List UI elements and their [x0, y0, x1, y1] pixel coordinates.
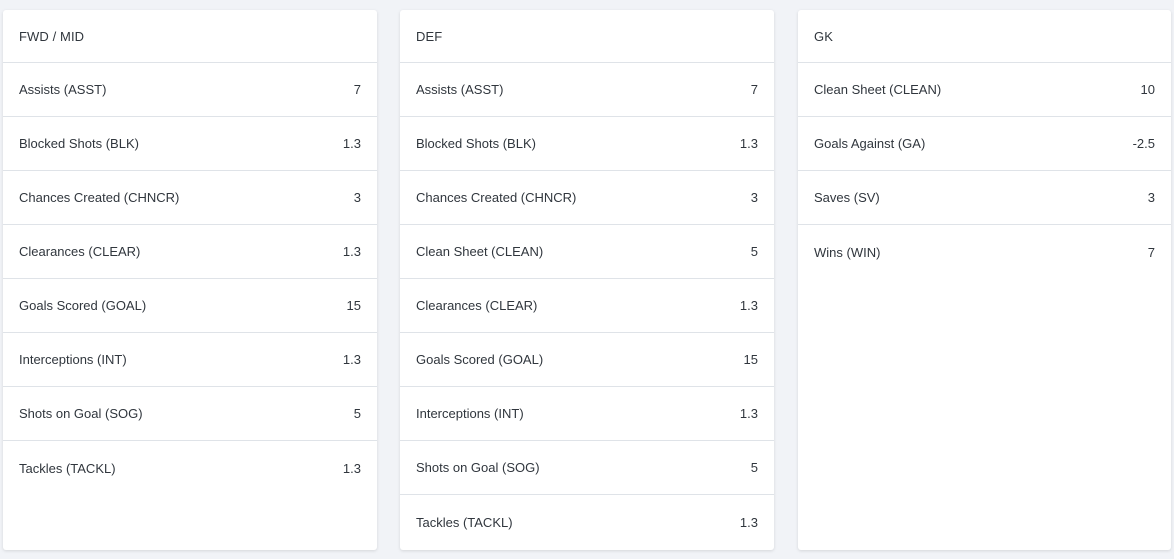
stat-row: Clearances (CLEAR) 1.3 — [400, 279, 774, 333]
stat-label: Clean Sheet (CLEAN) — [416, 244, 544, 259]
stat-value: 1.3 — [342, 244, 361, 259]
stat-label: Goals Scored (GOAL) — [416, 352, 544, 367]
panel-def: DEF Assists (ASST) 7 Blocked Shots (BLK)… — [400, 10, 774, 550]
stat-value: -2.5 — [1132, 136, 1155, 151]
panel-title: FWD / MID — [19, 28, 85, 44]
stat-value: 5 — [353, 406, 361, 421]
stat-row: Blocked Shots (BLK) 1.3 — [3, 117, 377, 171]
stat-label: Wins (WIN) — [814, 244, 881, 260]
stat-row: Interceptions (INT) 1.3 — [3, 333, 377, 387]
stat-row: Goals Against (GA) -2.5 — [798, 117, 1171, 171]
stat-label: Saves (SV) — [814, 190, 880, 205]
stat-label: Clean Sheet (CLEAN) — [814, 82, 942, 97]
stat-label: Shots on Goal (SOG) — [416, 460, 540, 475]
stat-label: Clearances (CLEAR) — [416, 298, 538, 313]
stat-label: Tackles (TACKL) — [19, 460, 116, 476]
stat-row: Shots on Goal (SOG) 5 — [3, 387, 377, 441]
stat-value: 1.3 — [739, 406, 758, 421]
stat-label: Assists (ASST) — [19, 82, 107, 97]
stat-value: 1.3 — [739, 136, 758, 151]
stat-label: Goals Scored (GOAL) — [19, 298, 147, 313]
stat-value: 15 — [743, 352, 758, 367]
stat-value: 1.3 — [342, 136, 361, 151]
stat-list: Clean Sheet (CLEAN) 10 Goals Against (GA… — [798, 63, 1171, 279]
stat-label: Interceptions (INT) — [19, 352, 127, 367]
stat-label: Tackles (TACKL) — [416, 514, 513, 530]
stat-value: 15 — [346, 298, 361, 313]
scoring-panels: FWD / MID Assists (ASST) 7 Blocked Shots… — [3, 10, 1171, 550]
stat-value: 7 — [750, 82, 758, 97]
stat-row: Assists (ASST) 7 — [3, 63, 377, 117]
stat-label: Assists (ASST) — [416, 82, 504, 97]
stat-value: 1.3 — [739, 298, 758, 313]
stat-value: 3 — [750, 190, 758, 205]
stat-label: Blocked Shots (BLK) — [416, 136, 536, 151]
stat-row: Tackles (TACKL) 1.3 — [400, 495, 774, 549]
stat-row: Goals Scored (GOAL) 15 — [400, 333, 774, 387]
panel-header: FWD / MID — [3, 10, 377, 63]
stat-label: Blocked Shots (BLK) — [19, 136, 139, 151]
stat-value: 7 — [353, 82, 361, 97]
stat-value: 3 — [353, 190, 361, 205]
stat-value: 5 — [750, 244, 758, 259]
stat-value: 10 — [1140, 82, 1155, 97]
stat-label: Shots on Goal (SOG) — [19, 406, 143, 421]
stat-row: Assists (ASST) 7 — [400, 63, 774, 117]
stat-list: Assists (ASST) 7 Blocked Shots (BLK) 1.3… — [3, 63, 377, 495]
panel-fwd-mid: FWD / MID Assists (ASST) 7 Blocked Shots… — [3, 10, 377, 550]
stat-row: Clean Sheet (CLEAN) 10 — [798, 63, 1171, 117]
stat-row: Blocked Shots (BLK) 1.3 — [400, 117, 774, 171]
stat-list: Assists (ASST) 7 Blocked Shots (BLK) 1.3… — [400, 63, 774, 549]
stat-value: 1.3 — [739, 514, 758, 530]
stat-row: Clearances (CLEAR) 1.3 — [3, 225, 377, 279]
stat-value: 1.3 — [342, 352, 361, 367]
stat-value: 5 — [750, 460, 758, 475]
stat-row: Chances Created (CHNCR) 3 — [400, 171, 774, 225]
stat-row: Shots on Goal (SOG) 5 — [400, 441, 774, 495]
stat-row: Tackles (TACKL) 1.3 — [3, 441, 377, 495]
panel-header: GK — [798, 10, 1171, 63]
stat-row: Wins (WIN) 7 — [798, 225, 1171, 279]
stat-row: Saves (SV) 3 — [798, 171, 1171, 225]
stat-value: 1.3 — [342, 460, 361, 476]
stat-row: Clean Sheet (CLEAN) 5 — [400, 225, 774, 279]
stat-value: 3 — [1147, 190, 1155, 205]
stat-label: Clearances (CLEAR) — [19, 244, 141, 259]
panel-gk: GK Clean Sheet (CLEAN) 10 Goals Against … — [798, 10, 1171, 550]
panel-title: DEF — [416, 28, 443, 44]
stat-row: Goals Scored (GOAL) 15 — [3, 279, 377, 333]
stat-label: Goals Against (GA) — [814, 136, 926, 151]
panel-header: DEF — [400, 10, 774, 63]
stat-value: 7 — [1147, 244, 1155, 260]
stat-label: Interceptions (INT) — [416, 406, 524, 421]
panel-title: GK — [814, 28, 833, 44]
stat-label: Chances Created (CHNCR) — [416, 190, 577, 205]
stat-row: Interceptions (INT) 1.3 — [400, 387, 774, 441]
stat-row: Chances Created (CHNCR) 3 — [3, 171, 377, 225]
stat-label: Chances Created (CHNCR) — [19, 190, 180, 205]
